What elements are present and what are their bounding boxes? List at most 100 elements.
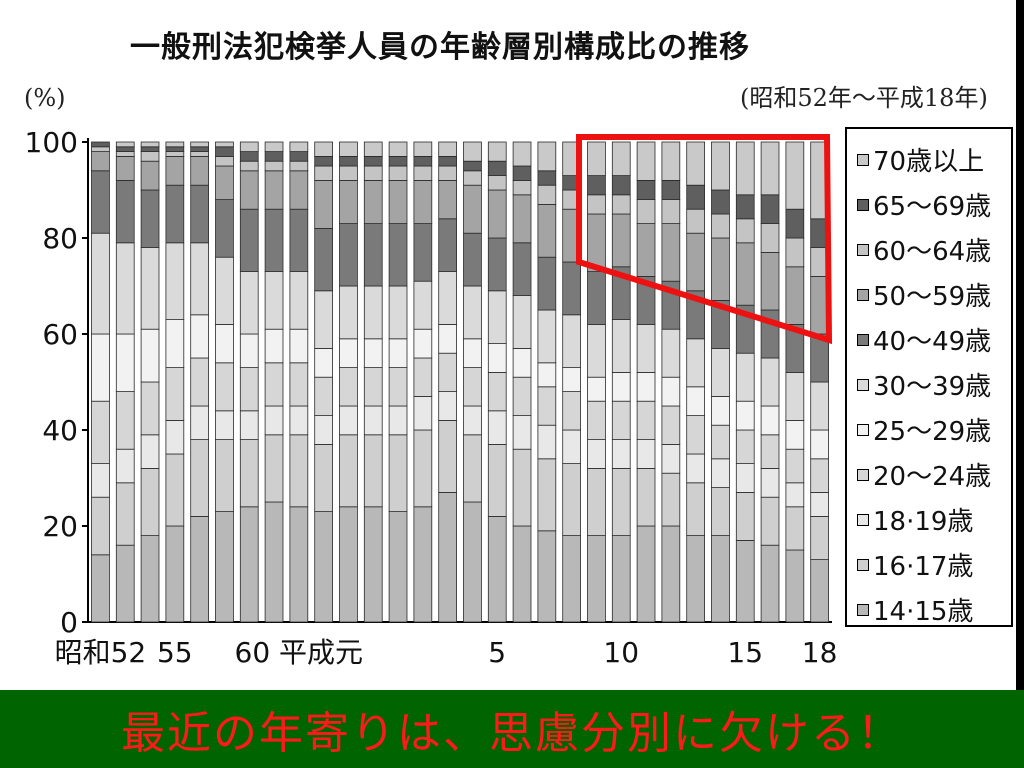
bar-segment: [314, 443, 334, 512]
bar-segment: [190, 184, 209, 244]
legend: 70歳以上 65～69歳 60～64歳 50～59歳 40～49歳 30～39歳 25～29…: [845, 127, 1013, 627]
bar-segment: [636, 323, 656, 373]
bar-segment: [140, 146, 160, 153]
bar-segment: [215, 323, 234, 364]
bar-segment: [264, 362, 284, 407]
bar-segment: [289, 170, 309, 210]
bar-segment: [562, 391, 582, 431]
y-tick-label: 20: [42, 510, 78, 543]
bar-segment: [264, 208, 284, 272]
bar-segment: [587, 376, 606, 402]
bar-segment: [686, 535, 706, 623]
bar-segment: [810, 381, 830, 431]
bar-segment: [438, 419, 458, 493]
legend-swatch: [857, 198, 869, 211]
bar-segment: [512, 448, 532, 527]
bar-segment: [115, 333, 135, 392]
bar-segment: [537, 424, 557, 460]
legend-label: 60～64歳: [873, 237, 992, 267]
bar-segment: [686, 184, 706, 210]
bar-segment: [810, 516, 830, 561]
bar-segment: [215, 439, 234, 513]
right-edge-strip: [1016, 0, 1024, 690]
bar-segment: [140, 189, 160, 248]
legend-swatch: [857, 468, 869, 481]
bar-segment: [115, 155, 135, 181]
bar-segment: [264, 434, 284, 503]
bar-segment: [785, 448, 805, 484]
legend-item: 65～69歳: [857, 182, 1011, 227]
bar-segment: [388, 405, 408, 436]
bar-segment: [587, 194, 606, 215]
bar-segment: [215, 410, 234, 440]
bar-segment: [661, 141, 681, 181]
x-tick-label: 10: [603, 636, 639, 669]
bar-segment: [785, 371, 805, 421]
bar-segment: [537, 386, 557, 426]
bar-segment: [735, 429, 755, 464]
bar-segment: [314, 347, 334, 378]
bar-segment: [512, 242, 532, 297]
legend-item: 70歳以上: [857, 137, 1011, 182]
legend-label: 25～29歳: [873, 417, 992, 447]
bar-segment: [760, 251, 780, 311]
bar-segment: [115, 448, 135, 484]
bar-segment: [487, 189, 507, 239]
bar-segment: [438, 491, 458, 623]
bar-segment: [611, 439, 631, 469]
bar-segment: [686, 208, 706, 234]
bar-segment: [289, 208, 309, 272]
bar-segment: [735, 194, 755, 220]
bar-segment: [413, 357, 433, 397]
bar-segment: [760, 357, 780, 407]
bar-segment: [140, 381, 160, 436]
bar-segment: [711, 535, 730, 623]
bar-segment: [785, 482, 805, 508]
legend-label: 14·15歳: [873, 597, 974, 627]
bar-segment: [165, 155, 185, 186]
bar-segment: [91, 141, 110, 148]
bar-segment: [438, 323, 458, 354]
bar-segment: [438, 352, 458, 393]
bar-segment: [810, 458, 830, 493]
bar-segment: [190, 151, 209, 157]
x-tick-label: 18: [802, 636, 838, 669]
bar-segment: [363, 434, 383, 508]
bar-segment: [686, 338, 706, 388]
bar-segment: [91, 151, 110, 172]
highlight-annotation: [576, 134, 833, 345]
bar-segment: [537, 309, 557, 364]
bar-segment: [512, 376, 532, 417]
legend-label: 30～39歳: [873, 372, 992, 402]
bar-segment: [115, 544, 135, 623]
bar-segment: [661, 328, 681, 378]
bar-segment: [363, 179, 383, 224]
bar-segment: [363, 338, 383, 368]
bar-segment: [289, 141, 309, 153]
legend-label: 16·17歳: [873, 552, 974, 582]
legend-item: 16·17歳: [857, 542, 1011, 587]
bar-segment: [239, 208, 259, 272]
y-tick-label: 40: [42, 414, 78, 447]
bar-segment: [611, 213, 631, 268]
bar-segment: [611, 175, 631, 196]
bar-segment: [190, 405, 209, 440]
bar-segment: [636, 439, 656, 469]
bar-segment: [438, 155, 458, 167]
bar-segment: [686, 482, 706, 536]
bar-segment: [190, 314, 209, 359]
bar-segment: [636, 179, 656, 200]
bar-segment: [91, 170, 110, 234]
bar-segment: [91, 496, 110, 556]
bar-segment: [314, 511, 334, 623]
bar-segment: [711, 213, 730, 239]
bar-segment: [735, 540, 755, 623]
bar-segment: [413, 280, 433, 330]
bar-segment: [487, 290, 507, 344]
bar-segment: [636, 467, 656, 527]
bar-segment: [785, 266, 805, 325]
bar-segment: [339, 405, 358, 436]
bar-segment: [487, 237, 507, 292]
bar-segment: [314, 165, 334, 181]
bar-segment: [413, 429, 433, 508]
